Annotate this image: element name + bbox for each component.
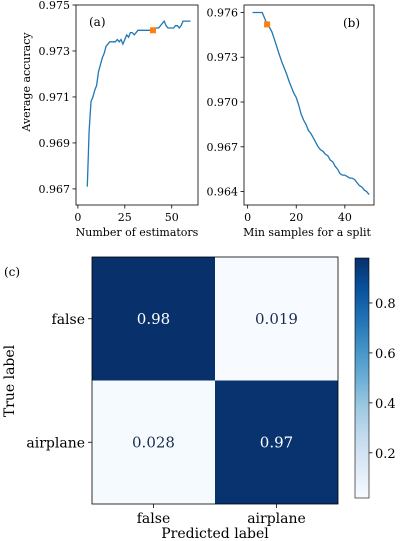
panel-b-chart: 0 20 40 0.964 0.967 0.970 0.973 0.976 (b) Min s…	[207, 4, 375, 239]
panel-a-ylabel: Average accuracy	[20, 32, 33, 133]
cm-cell-0-1	[215, 257, 338, 381]
panel-a-tag: (a)	[89, 15, 106, 29]
panel-b-tag: (b)	[343, 16, 360, 30]
cm-cell-value-0-1: 0.019	[255, 310, 298, 328]
colorbar-tick-label: 0.8	[375, 297, 396, 312]
panel-0-series-line-0	[86, 19, 191, 187]
panel-1-ytick-label: 0.973	[207, 51, 239, 64]
cm-xtick-label: airplane	[247, 511, 306, 527]
panel-0-ytick-label: 0.969	[39, 137, 71, 150]
panel-0-highlight-point	[149, 27, 156, 34]
panel-0-xtick-label: 25	[118, 211, 132, 224]
panel-0-xtick-label: 0	[74, 211, 81, 224]
panel-b-xlabel: Min samples for a split	[243, 226, 371, 239]
panel-0-ytick-label: 0.967	[39, 183, 71, 196]
panel-1-xtick-label: 40	[338, 211, 352, 224]
cm-cell-value-0-0: 0.98	[137, 310, 170, 328]
confusion-matrix-ylabel: True label	[2, 344, 18, 417]
cm-cell-1-1	[215, 380, 338, 504]
panel-b-axes-frame	[243, 4, 375, 206]
panel-1-series-line-0	[252, 11, 370, 196]
panel-a-xlabel: Number of estimators	[76, 226, 199, 239]
panel-1-xtick-label: 20	[289, 211, 303, 224]
panel-a-data-layer	[86, 19, 191, 187]
confusion-matrix-cells: 0.98 0.019 0.028 0.97	[92, 257, 338, 504]
cm-xtick-label: false	[137, 511, 170, 527]
panel-c-tag: (c)	[4, 265, 20, 279]
confusion-matrix-xlabel: Predicted label	[161, 526, 269, 541]
colorbar-ticks: 0.2 0.4 0.6 0.8	[369, 297, 396, 462]
panel-1-ytick-label: 0.970	[207, 96, 239, 109]
panel-1-highlight-point	[264, 21, 271, 28]
colorbar	[354, 257, 370, 499]
panel-1-ytick-label: 0.976	[207, 6, 239, 19]
cm-cell-value-1-0: 0.028	[132, 433, 175, 451]
panel-a-ticks: 0 25 50 0.967 0.969 0.971 0.973 0.975	[39, 0, 179, 224]
panel-0-xtick-label: 50	[165, 211, 179, 224]
panel-1-ytick-label: 0.964	[207, 186, 239, 199]
panel-0-ytick-label: 0.973	[39, 45, 71, 58]
panel-1-xtick-label: 0	[244, 211, 251, 224]
panel-0-ytick-label: 0.975	[39, 0, 71, 12]
colorbar-tick-label: 0.6	[375, 347, 396, 362]
cm-cell-1-0	[92, 380, 215, 504]
panel-1-ytick-label: 0.967	[207, 141, 239, 154]
panel-0-ytick-label: 0.971	[39, 91, 71, 104]
colorbar-tick-label: 0.2	[375, 447, 396, 462]
colorbar-tick-label: 0.4	[375, 397, 396, 412]
panel-a-axes-frame	[75, 4, 199, 206]
panel-b-ticks: 0 20 40 0.964 0.967 0.970 0.973 0.976	[207, 6, 352, 224]
panel-a-chart: 0 25 50 0.967 0.969 0.971 0.973 0.975 (a) Numbe…	[20, 0, 199, 239]
cm-cell-value-1-1: 0.97	[260, 433, 293, 451]
panel-b-data-layer	[252, 11, 370, 196]
cm-cell-0-0	[92, 257, 215, 381]
confusion-matrix-frame	[91, 256, 339, 505]
cm-ytick-label: airplane	[26, 435, 85, 451]
cm-ytick-label: false	[52, 312, 85, 328]
confusion-matrix-ticks: false airplane false airplane	[26, 312, 305, 527]
